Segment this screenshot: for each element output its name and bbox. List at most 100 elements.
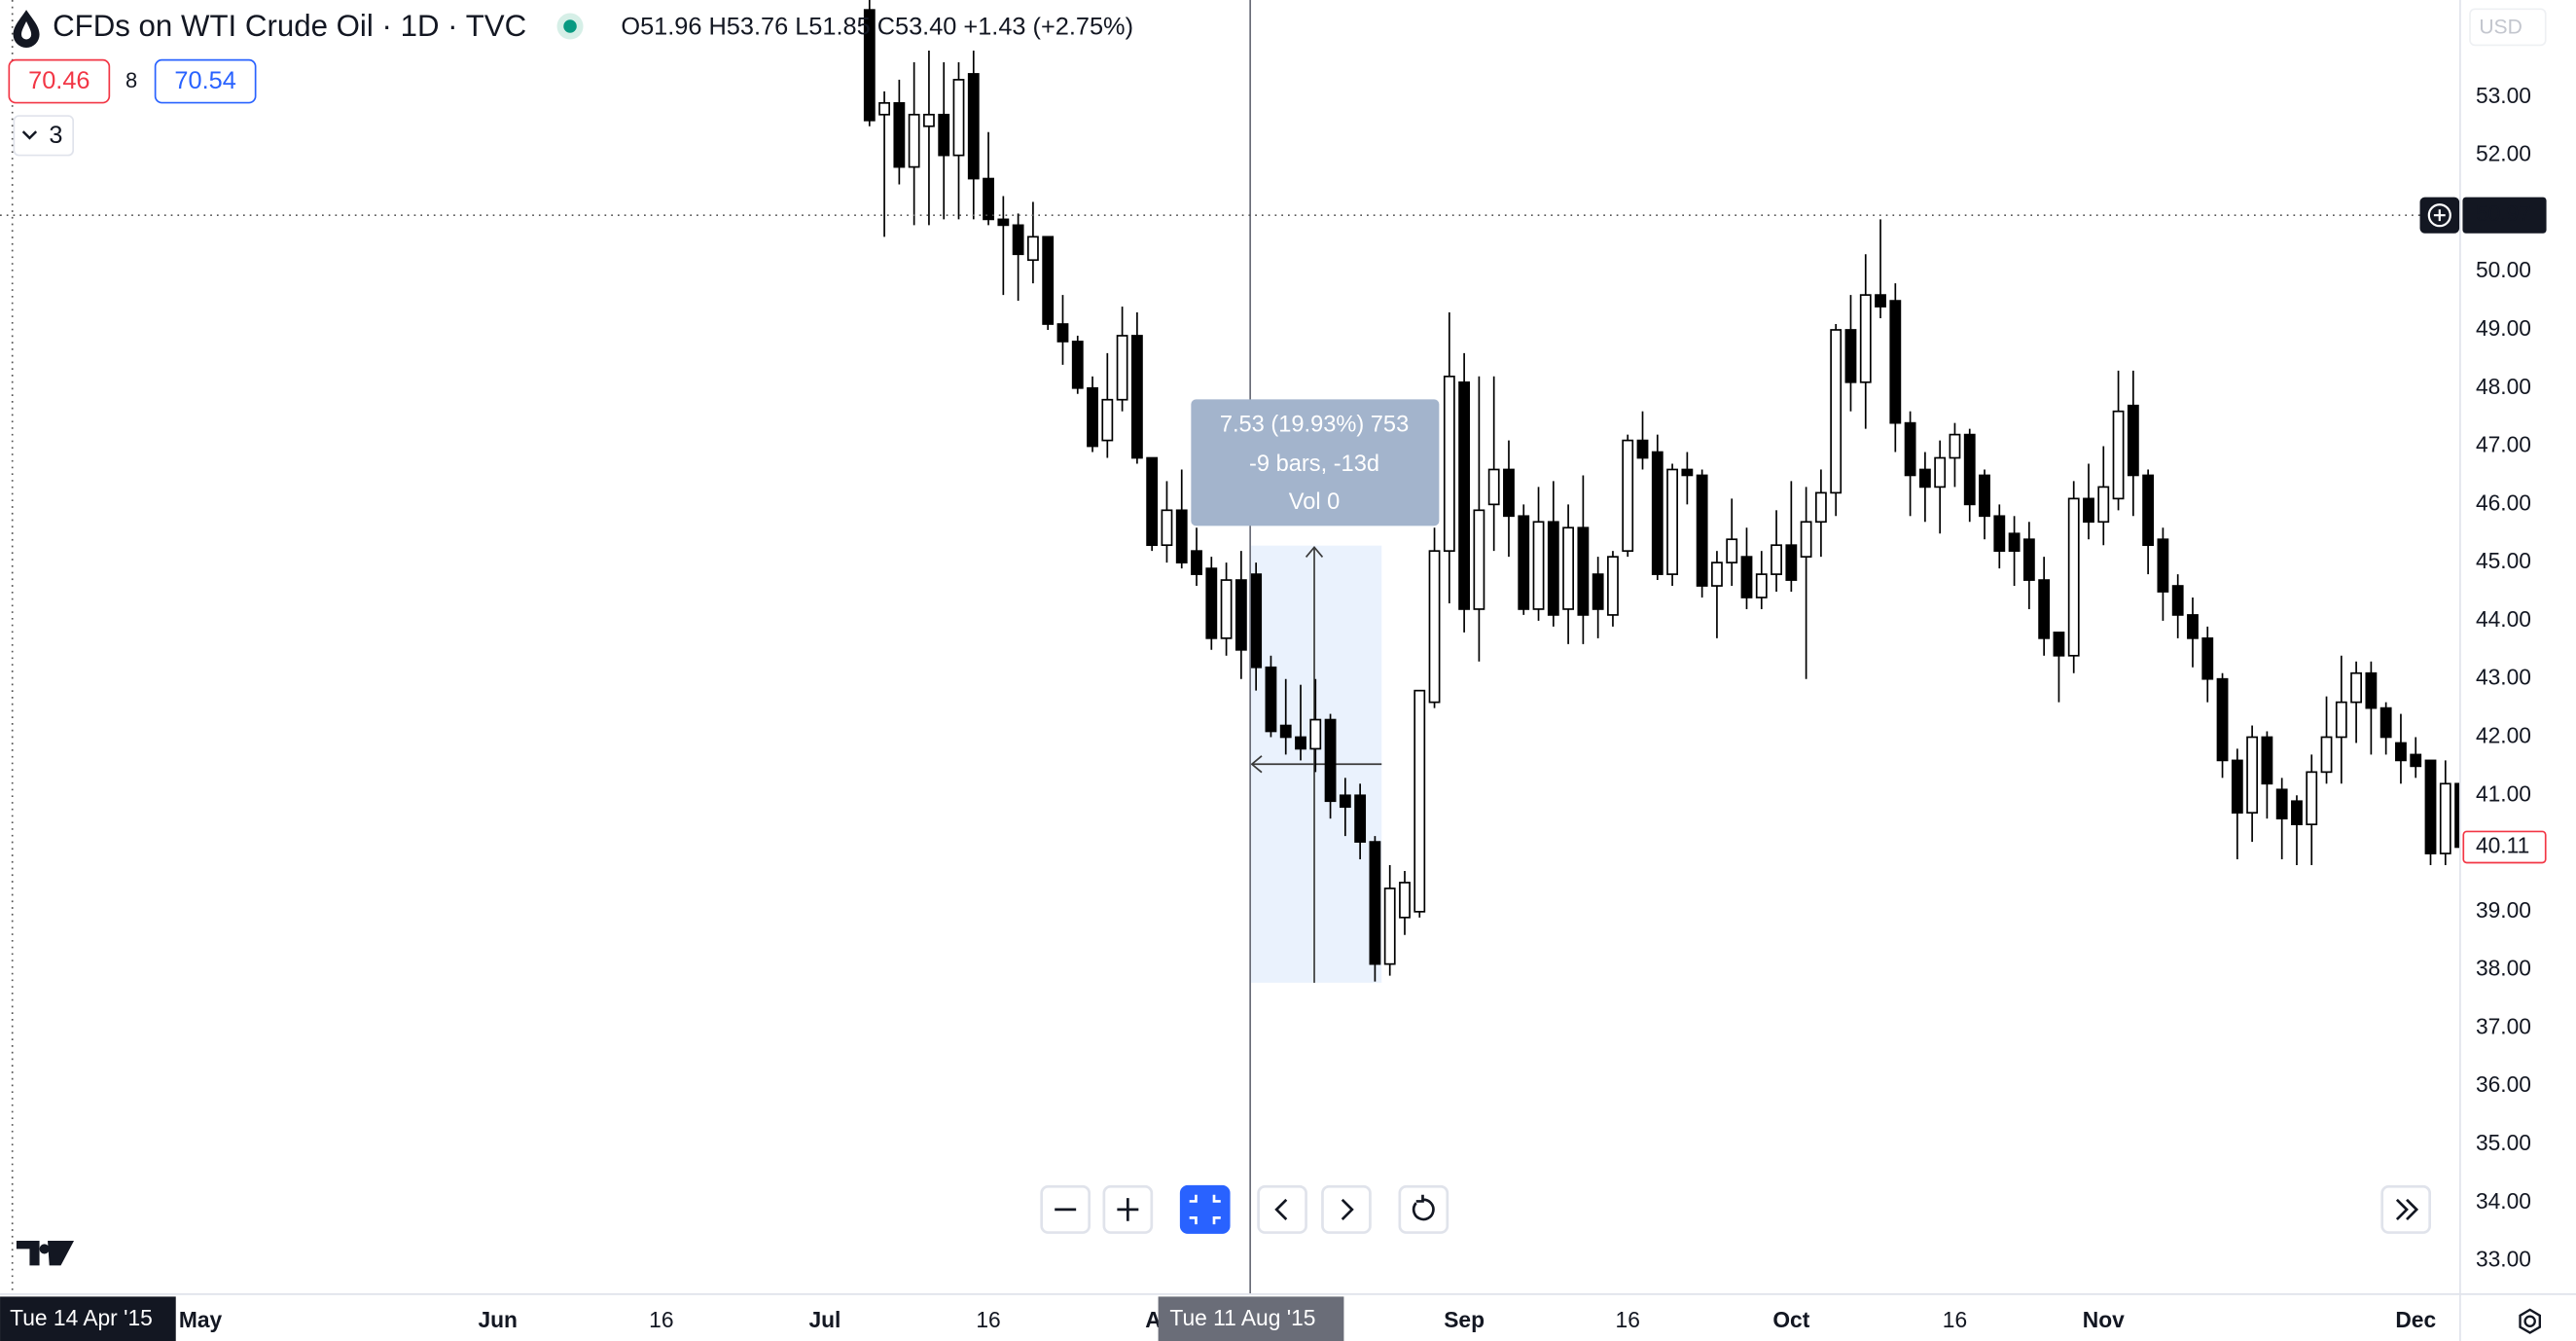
buy-price: 70.54: [174, 67, 235, 94]
symbol-title[interactable]: CFDs on WTI Crude Oil · 1D · TVC: [53, 9, 526, 43]
measure-change: 7.53 (19.93%) 753: [1220, 413, 1409, 438]
candle-body: [1696, 474, 1708, 587]
x-tick-label: 16: [976, 1307, 1000, 1332]
indicators-count: 3: [49, 122, 62, 149]
measure-bars: -9 bars, -13d: [1249, 452, 1379, 477]
candle-body: [1234, 579, 1247, 651]
candle-body: [938, 113, 950, 157]
indicators-toggle[interactable]: [13, 115, 75, 157]
y-tick-label: 49.00: [2476, 315, 2531, 341]
candle-body: [1562, 526, 1575, 610]
sell-button[interactable]: [8, 58, 111, 104]
candle-body: [952, 79, 965, 157]
candle-body: [1250, 573, 1263, 669]
candle-body: [1859, 294, 1872, 383]
candles: [863, 0, 2460, 982]
candle-body: [2379, 707, 2392, 739]
measure-arrowhead: [1250, 755, 1263, 774]
x-tick-label: 16: [1943, 1307, 1967, 1332]
market-status[interactable]: [563, 19, 577, 33]
candle-body: [2157, 538, 2169, 593]
crosshair-date-box: [0, 1296, 176, 1341]
ohlc-legend: O51.96 H53.76 L51.85 C53.40 +1.43 (+2.75…: [621, 13, 1133, 40]
reset-icon: [1412, 1194, 1435, 1221]
candle-body: [1771, 544, 1782, 575]
candle-body: [1473, 509, 1485, 610]
candle-body: [2365, 671, 2378, 709]
candle-body: [2201, 637, 2214, 680]
candle-body: [1681, 468, 1694, 477]
reset-scale-button[interactable]: [1179, 1184, 1231, 1234]
y-tick-label: 44.00: [2476, 606, 2531, 632]
double-right-icon: [2395, 1198, 2419, 1220]
candle-body: [2171, 585, 2184, 616]
symbol-icon-inner: [20, 20, 32, 40]
candle-body: [1220, 579, 1233, 639]
candle-body: [1458, 381, 1471, 610]
chevron-icon: [21, 130, 38, 140]
candle-body: [1339, 794, 1351, 809]
tradingview-logo-dot: [39, 1244, 50, 1254]
candle-body: [1116, 335, 1128, 401]
candle-body: [997, 218, 1010, 227]
candle-body: [1875, 294, 1886, 308]
candle-body: [1622, 439, 1634, 553]
measure-arrowhead: [1305, 546, 1324, 559]
candle-body: [1711, 562, 1723, 587]
crosshair-price-label: 50.97: [2476, 200, 2531, 226]
candle-body: [878, 101, 890, 116]
reset-button[interactable]: [1398, 1184, 1449, 1234]
candle-body: [1191, 550, 1202, 575]
candle-body: [1056, 323, 1069, 343]
candle-body: [2112, 410, 2125, 500]
scroll-left-button[interactable]: [1257, 1184, 1307, 1234]
candle-body: [1487, 468, 1500, 506]
candle-body: [1904, 421, 1916, 477]
candle-body: [1666, 468, 1678, 575]
candle-body: [2231, 759, 2243, 815]
candle-body: [1532, 521, 1545, 610]
left-icon: [1274, 1198, 1288, 1220]
y-tick-label: 45.00: [2476, 548, 2531, 573]
buy-button[interactable]: [154, 58, 257, 104]
candle-body: [1087, 386, 1098, 448]
y-tick-label: 48.00: [2476, 374, 2531, 399]
candle-body: [1295, 736, 1306, 750]
candle-body: [1503, 468, 1515, 518]
settings-icon[interactable]: [2519, 1308, 2541, 1334]
sell-price: 70.46: [28, 67, 89, 94]
currency-box[interactable]: [2469, 8, 2547, 47]
x-tick-label: Oct: [1772, 1307, 1809, 1332]
candle-body: [2008, 532, 2021, 553]
x-tick-label: May: [179, 1307, 223, 1332]
candle-body: [1071, 341, 1084, 389]
currency: USD: [2479, 16, 2522, 38]
candle-body: [1844, 329, 1857, 383]
candle-body: [1161, 509, 1173, 547]
candle-body: [2320, 736, 2333, 774]
candle-body: [1979, 474, 1990, 518]
candle-body: [2350, 671, 2363, 704]
candle-body: [2291, 800, 2303, 826]
tradingview-logo[interactable]: [16, 1240, 75, 1266]
candle-body: [2216, 677, 2229, 762]
candle-body: [2454, 782, 2460, 849]
candle-body: [1413, 689, 1426, 913]
candle-body: [1428, 550, 1441, 704]
y-tick-label: 41.00: [2476, 780, 2531, 806]
candle-body: [1012, 224, 1024, 256]
candle-body: [1205, 567, 1218, 639]
scroll-right-button[interactable]: [1321, 1184, 1372, 1234]
x-tick-label: 16: [1616, 1307, 1640, 1332]
crosshair-price-box: [2462, 197, 2547, 234]
y-tick-label: 35.00: [2476, 1130, 2531, 1155]
candle-body: [1369, 841, 1381, 965]
candle-body: [967, 73, 980, 180]
y-tick-label: 39.00: [2476, 897, 2531, 923]
candle-body: [1592, 573, 1604, 610]
y-tick-label: 33.00: [2476, 1247, 2531, 1272]
candle-body: [1918, 468, 1931, 489]
x-tick-label: Jun: [478, 1307, 518, 1332]
